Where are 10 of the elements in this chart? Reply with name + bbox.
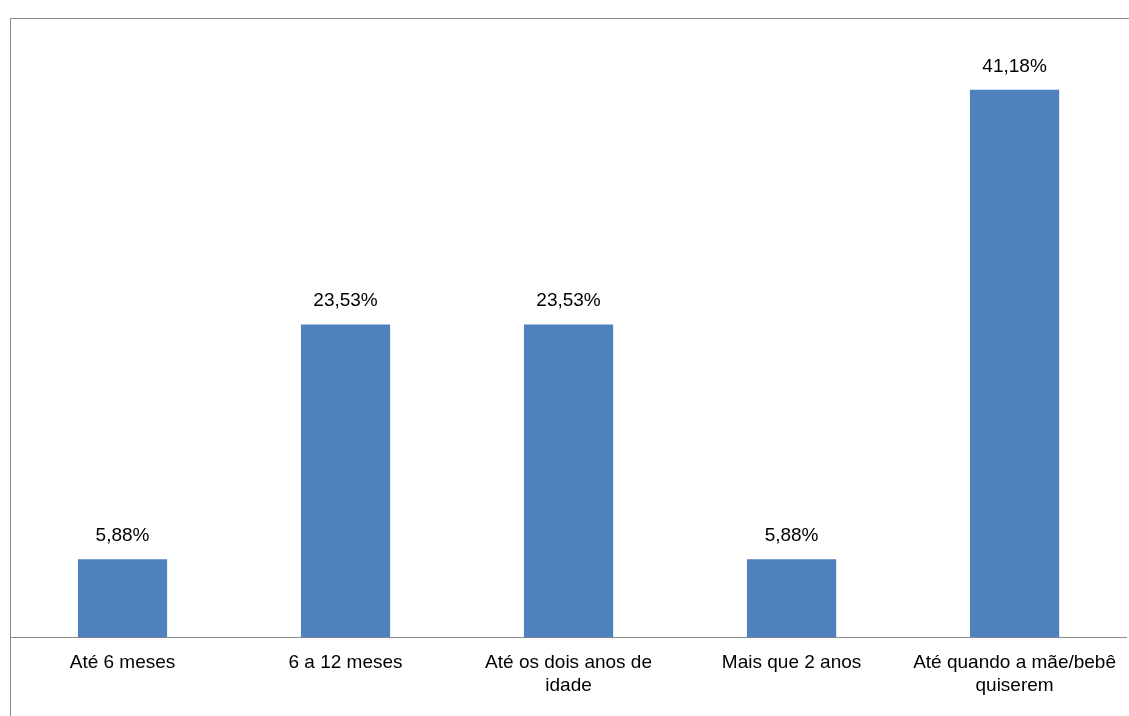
x-tick-label: 6 a 12 meses	[288, 651, 403, 673]
data-label: 5,88%	[95, 523, 150, 545]
data-label: 5,88%	[764, 523, 819, 545]
x-tick-label: Até os dois anos de idade	[485, 651, 652, 695]
x-tick-label: Até 6 meses	[69, 651, 176, 673]
data-label: 23,53%	[313, 289, 378, 311]
x-tick-label: Até quando a mãe/bebê quiserem	[913, 651, 1117, 695]
x-tick-label: Mais que 2 anos	[721, 651, 862, 673]
data-label: 41,18%	[982, 54, 1047, 76]
data-label: 23,53%	[536, 289, 601, 311]
